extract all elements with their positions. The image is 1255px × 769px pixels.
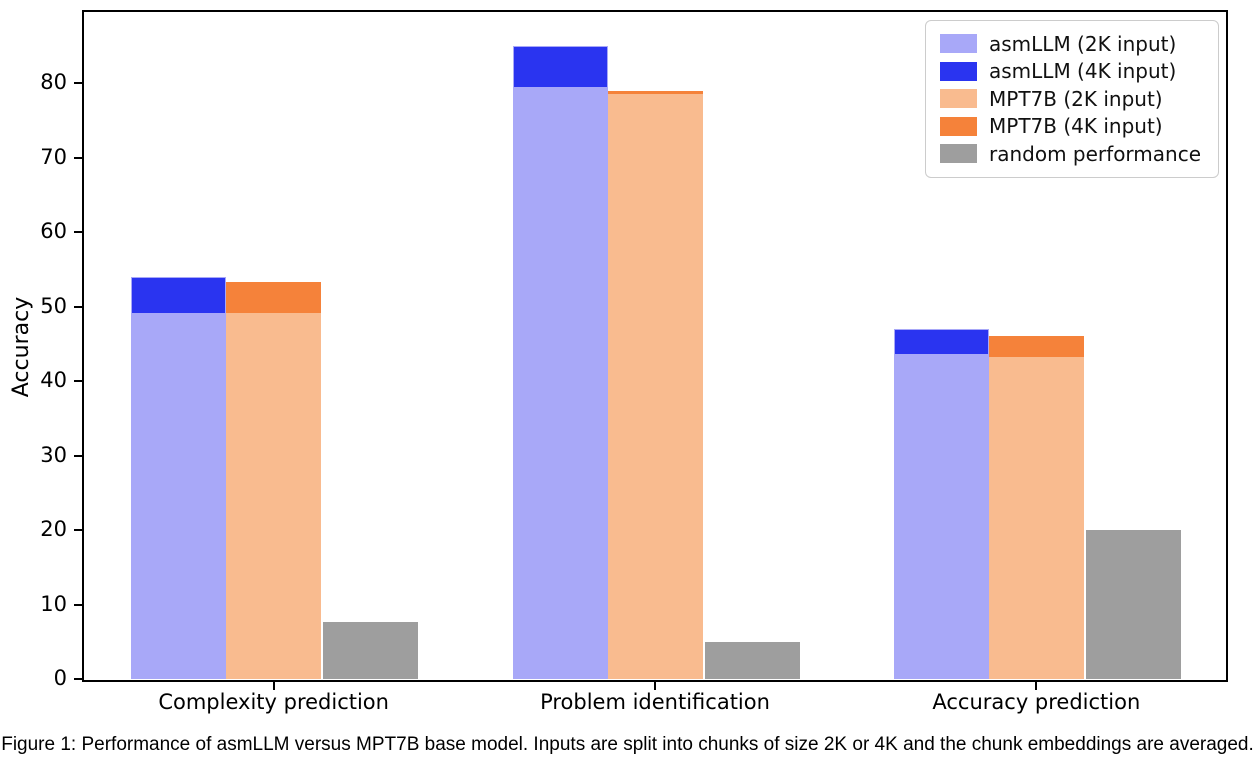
legend-swatch-asmllm-4k-input [940,61,977,81]
legend-item-random-performance: random performance [926,140,1218,168]
bar-random-performance-accuracy-prediction [1086,530,1181,679]
y-tick-mark-50 [74,305,83,308]
y-tick-label-40: 40 [40,368,67,393]
x-tick-mark-accuracy-prediction [1035,681,1038,690]
legend-label-mpt7b-4k-input: MPT7B (4K input) [989,114,1163,139]
bar-asmllm-2k-input-complexity-prediction [131,313,226,679]
y-tick-mark-80 [74,82,83,85]
figure-caption: Figure 1: Performance of asmLLM versus M… [1,734,1254,755]
y-tick-label-70: 70 [40,144,67,169]
y-tick-mark-30 [74,454,83,457]
legend-label-random-performance: random performance [989,141,1202,166]
legend-label-mpt7b-2k-input: MPT7B (2K input) [989,86,1163,111]
bar-asmllm-2k-input-accuracy-prediction [894,354,989,679]
bar-mpt7b-2k-input-problem-identification [608,94,703,679]
legend: asmLLM (2K input) asmLLM (4K input) MPT7B … [925,20,1219,178]
y-tick-label-60: 60 [40,219,67,244]
y-tick-label-50: 50 [40,293,67,318]
x-axis-label-accuracy-prediction: Accuracy prediction [932,690,1141,714]
x-axis-label-complexity-prediction: Complexity prediction [158,690,389,714]
legend-item-asmllm-4k-input: asmLLM (4K input) [926,58,1218,86]
bar-mpt7b-2k-input-accuracy-prediction [989,357,1084,679]
y-tick-label-10: 10 [40,591,67,616]
y-tick-mark-20 [74,529,83,532]
y-tick-label-30: 30 [40,442,67,467]
y-tick-label-80: 80 [40,70,67,95]
x-tick-mark-complexity-prediction [272,681,275,690]
legend-swatch-random-performance [940,144,977,164]
y-tick-mark-10 [74,603,83,606]
bar-asmllm-2k-input-problem-identification [513,87,608,679]
y-tick-mark-40 [74,380,83,383]
legend-item-asmllm-2k-input: asmLLM (2K input) [926,30,1218,58]
legend-item-mpt7b-2k-input: MPT7B (2K input) [926,85,1218,113]
y-tick-mark-60 [74,231,83,234]
y-tick-mark-70 [74,156,83,159]
x-tick-mark-problem-identification [654,681,656,690]
legend-swatch-asmllm-2k-input [940,34,977,54]
bar-random-performance-complexity-prediction [323,622,418,679]
legend-item-mpt7b-4k-input: MPT7B (4K input) [926,113,1218,141]
x-axis-label-problem-identification: Problem identification [540,690,770,714]
y-tick-mark-0 [74,678,83,680]
y-tick-label-0: 0 [53,666,67,690]
y-tick-label-20: 20 [40,517,67,542]
legend-label-asmllm-2k-input: asmLLM (2K input) [989,31,1177,56]
legend-swatch-mpt7b-2k-input [940,89,977,109]
legend-swatch-mpt7b-4k-input [940,116,977,136]
bar-random-performance-problem-identification [705,642,800,679]
bar-mpt7b-2k-input-complexity-prediction [226,313,321,679]
legend-label-asmllm-4k-input: asmLLM (4K input) [989,59,1177,84]
